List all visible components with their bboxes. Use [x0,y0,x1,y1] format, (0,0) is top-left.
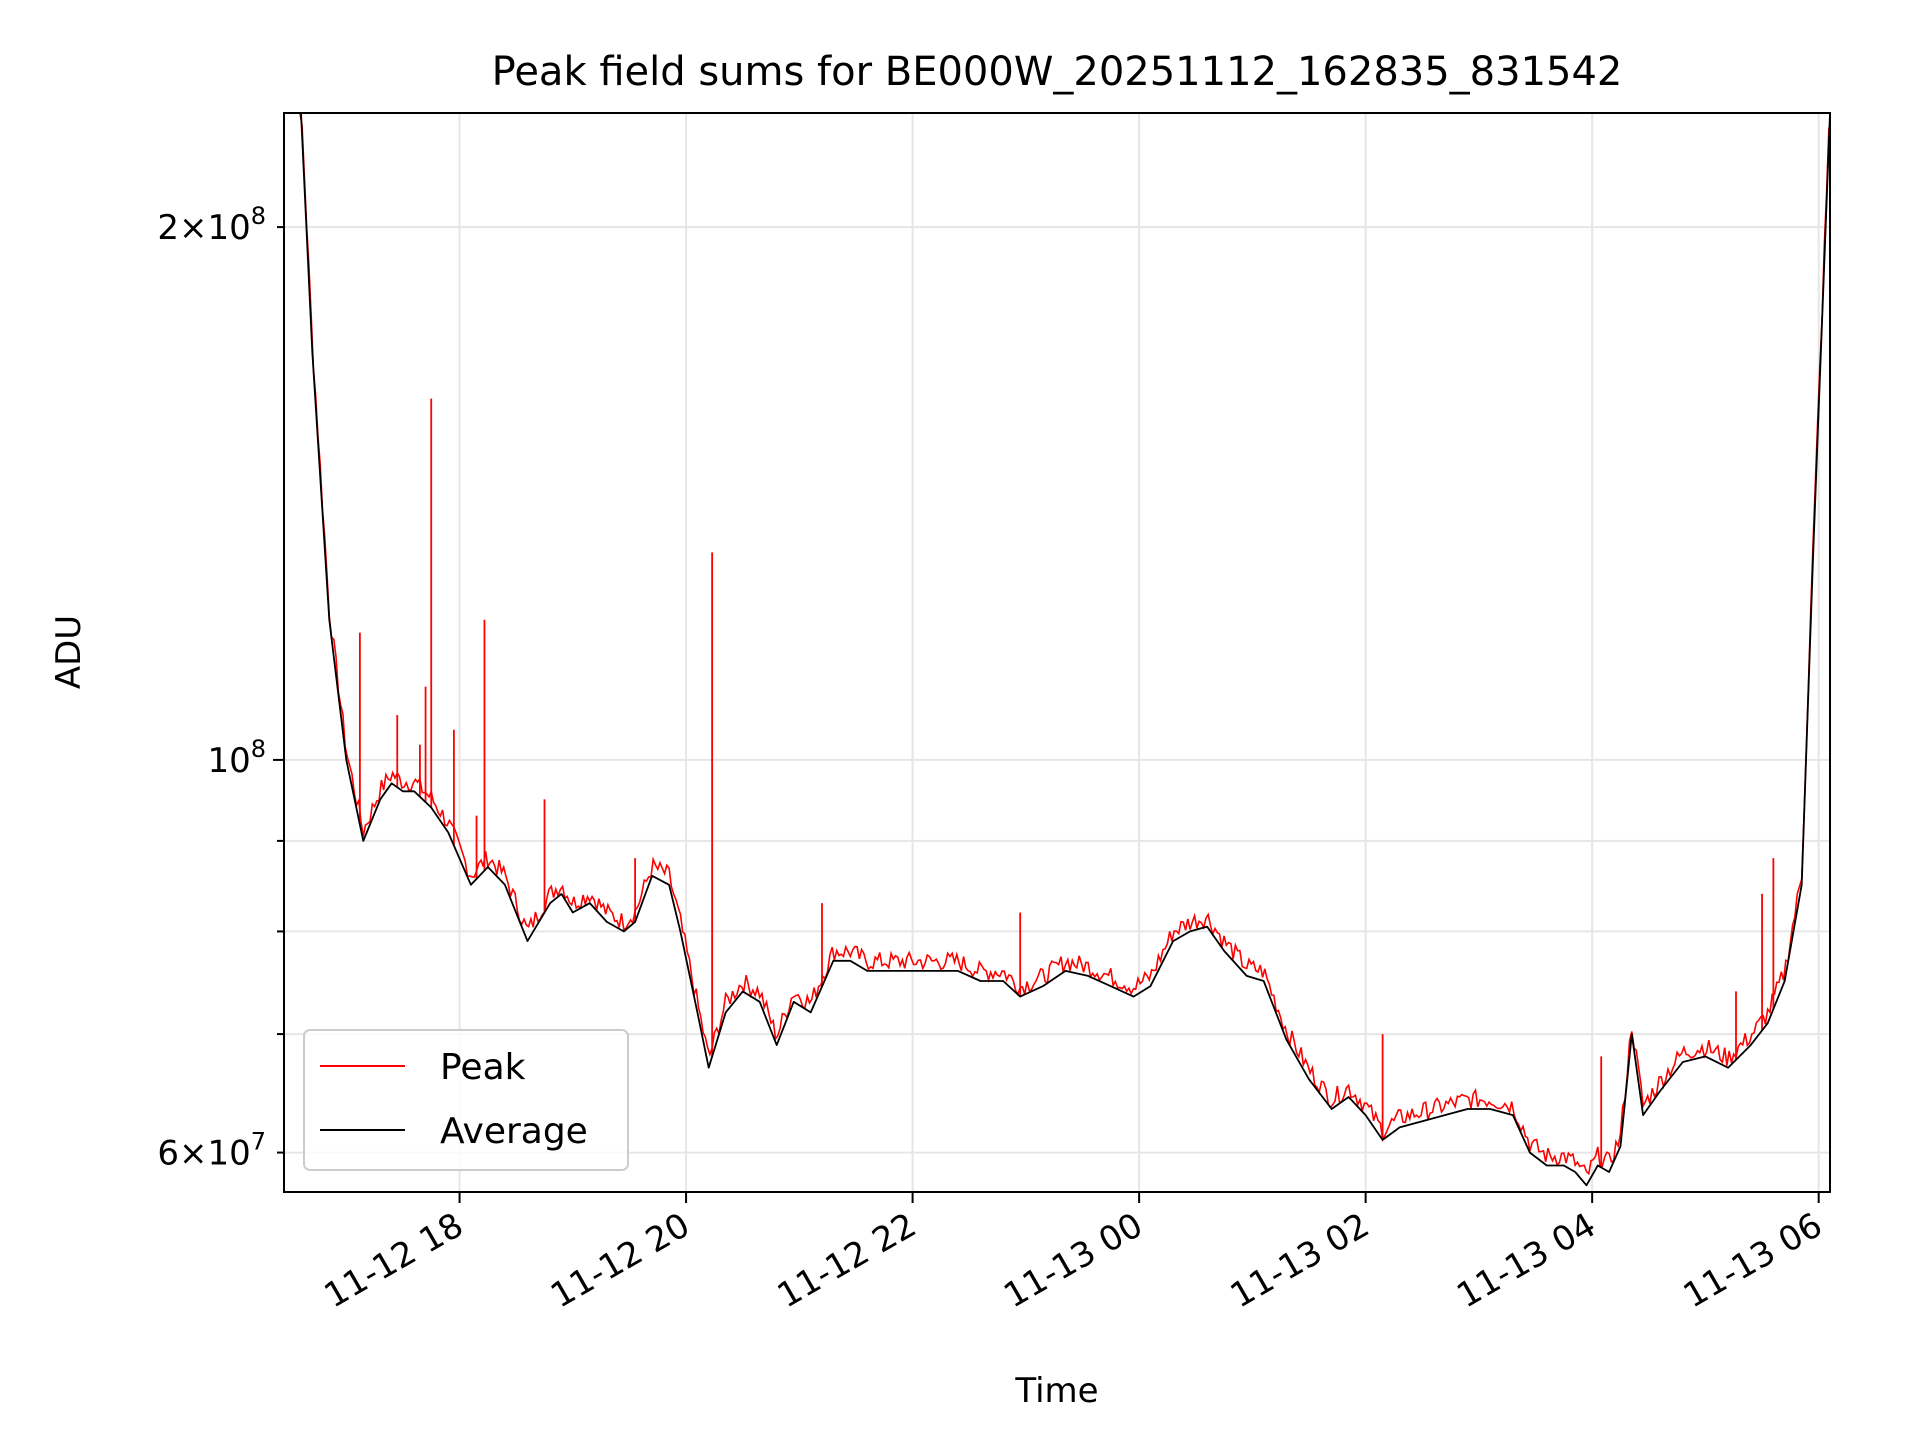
series-line-average [284,112,1831,1187]
y-axis-label: ADU [49,615,89,689]
y-axis: 108 6×107 2×108 [157,202,284,1174]
legend-peak-label: Peak [440,1047,526,1088]
y-tick-label: 108 [207,735,266,781]
y-tick-label: 6×107 [157,1128,266,1174]
chart-title: Peak field sums for BE000W_20251112_1628… [492,49,1623,95]
y-tick-label: 2×108 [157,202,266,248]
series-group [284,112,1831,1187]
plot-frame [283,112,1831,1193]
legend-average-label: Average [440,1111,588,1152]
x-axis-label: Time [1014,1371,1098,1411]
legend: Peak Average [303,1029,629,1171]
